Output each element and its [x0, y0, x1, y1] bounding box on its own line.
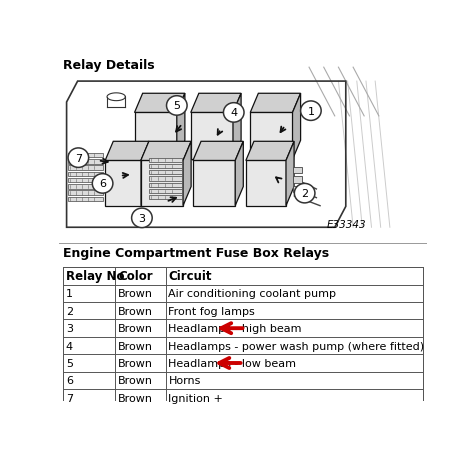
Text: 5: 5	[173, 101, 180, 111]
Text: Color: Color	[118, 270, 153, 283]
Bar	[68, 172, 103, 177]
Text: 6: 6	[99, 179, 106, 189]
Text: 3: 3	[66, 323, 73, 333]
Bar	[149, 177, 182, 181]
Polygon shape	[141, 142, 191, 161]
Text: E33343: E33343	[327, 220, 366, 230]
Bar	[149, 196, 182, 200]
Circle shape	[132, 209, 152, 228]
Circle shape	[301, 101, 321, 121]
Text: 4: 4	[230, 108, 237, 118]
Polygon shape	[233, 94, 241, 160]
Bar	[68, 191, 103, 195]
Circle shape	[166, 97, 187, 116]
Text: Brown: Brown	[118, 323, 153, 333]
Text: 1: 1	[307, 106, 314, 116]
Polygon shape	[235, 142, 243, 206]
Bar	[149, 189, 182, 194]
Bar	[149, 183, 182, 188]
Bar	[68, 153, 103, 158]
Text: 5: 5	[66, 358, 73, 368]
Bar	[68, 179, 103, 183]
Bar	[149, 165, 182, 169]
Polygon shape	[250, 113, 292, 160]
Polygon shape	[250, 94, 301, 113]
Text: Relay No: Relay No	[66, 270, 124, 283]
Text: 3: 3	[138, 213, 146, 223]
Circle shape	[294, 184, 315, 203]
Bar	[63, 268, 423, 407]
Bar	[68, 197, 103, 202]
Bar	[292, 187, 301, 193]
Polygon shape	[191, 113, 233, 160]
Text: Brown: Brown	[118, 376, 153, 386]
Text: 1: 1	[66, 289, 73, 299]
Text: Ignition +: Ignition +	[168, 393, 223, 403]
Bar	[149, 158, 182, 162]
Text: Brown: Brown	[118, 341, 153, 351]
Text: Headlamps - high beam: Headlamps - high beam	[168, 323, 302, 333]
Circle shape	[223, 103, 244, 123]
Text: 7: 7	[75, 153, 82, 163]
Bar	[149, 171, 182, 175]
Bar	[292, 177, 301, 183]
Text: 2: 2	[301, 189, 308, 199]
Text: Horns: Horns	[168, 376, 201, 386]
Text: Brown: Brown	[118, 289, 153, 299]
Text: Front fog lamps: Front fog lamps	[168, 306, 255, 316]
Text: 2: 2	[66, 306, 73, 316]
Polygon shape	[135, 94, 185, 113]
Polygon shape	[292, 94, 301, 160]
Polygon shape	[193, 161, 235, 206]
Polygon shape	[177, 94, 185, 160]
Text: Brown: Brown	[118, 393, 153, 403]
Text: Air conditioning coolant pump: Air conditioning coolant pump	[168, 289, 337, 299]
Circle shape	[68, 148, 89, 168]
Bar	[68, 160, 103, 164]
Text: Brown: Brown	[118, 358, 153, 368]
Bar	[68, 166, 103, 170]
Bar	[292, 167, 301, 174]
Text: Headlamps - power wash pump (where fitted): Headlamps - power wash pump (where fitte…	[168, 341, 425, 351]
Text: 6: 6	[66, 376, 73, 386]
Polygon shape	[105, 161, 141, 206]
Text: Brown: Brown	[118, 306, 153, 316]
Polygon shape	[193, 142, 243, 161]
Text: 7: 7	[66, 393, 73, 403]
Polygon shape	[105, 142, 149, 161]
Text: Relay Details: Relay Details	[63, 60, 155, 72]
Text: 4: 4	[66, 341, 73, 351]
Circle shape	[92, 174, 113, 194]
Polygon shape	[141, 161, 183, 206]
Polygon shape	[183, 142, 191, 206]
Polygon shape	[135, 113, 177, 160]
Polygon shape	[191, 94, 241, 113]
Polygon shape	[246, 142, 294, 161]
Polygon shape	[141, 142, 149, 206]
Text: Engine Compartment Fuse Box Relays: Engine Compartment Fuse Box Relays	[63, 247, 329, 260]
Text: Circuit: Circuit	[168, 270, 212, 283]
Polygon shape	[286, 142, 294, 206]
Bar	[68, 185, 103, 189]
Text: Headlamps - low beam: Headlamps - low beam	[168, 358, 296, 368]
Polygon shape	[246, 161, 286, 206]
